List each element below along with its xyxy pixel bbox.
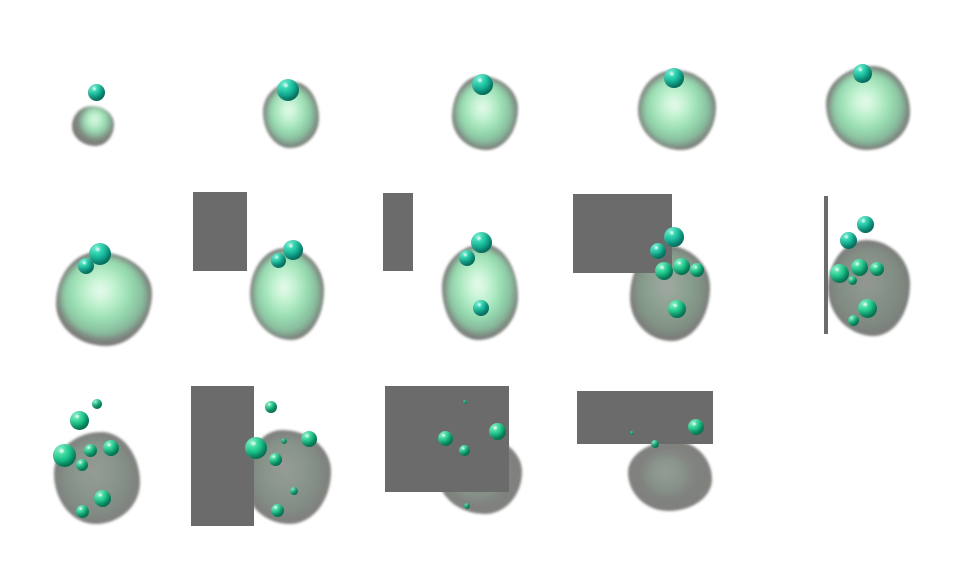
fluorescence-glow xyxy=(446,248,516,334)
budding-cell-sphere xyxy=(271,504,284,517)
budding-cell-sphere xyxy=(76,459,88,471)
fluorescence-glow xyxy=(253,252,321,336)
budding-cell-sphere xyxy=(870,262,884,276)
fluorescence-glow xyxy=(60,256,148,338)
budding-cell-sphere xyxy=(630,431,634,435)
budding-cell-sphere xyxy=(92,399,102,409)
budding-cell-sphere xyxy=(464,503,470,509)
budding-cell-sphere xyxy=(78,258,94,274)
aggregate-silhouette xyxy=(628,441,712,511)
budding-cell-sphere xyxy=(265,401,277,413)
budding-cell-sphere xyxy=(664,227,684,247)
budding-cell-sphere xyxy=(830,264,849,283)
budding-cell-sphere xyxy=(673,258,690,275)
budding-cell-sphere xyxy=(76,505,89,518)
budding-cell-sphere xyxy=(858,299,877,318)
budding-cell-sphere xyxy=(664,68,684,88)
budding-cell-sphere xyxy=(840,232,857,249)
budding-cell-sphere xyxy=(851,259,868,276)
occluder-rectangle xyxy=(577,391,713,444)
occluder-rectangle xyxy=(383,193,413,271)
budding-cell-sphere xyxy=(471,232,492,253)
budding-cell-sphere xyxy=(283,240,303,260)
budding-cell-sphere xyxy=(89,243,111,265)
budding-cell-sphere xyxy=(245,437,267,459)
budding-cell-sphere xyxy=(690,263,704,277)
budding-cell-sphere xyxy=(473,300,489,316)
budding-cell-sphere xyxy=(438,431,453,446)
occluder-bar xyxy=(824,196,828,334)
budding-cell-sphere xyxy=(463,400,467,404)
budding-cell-sphere xyxy=(84,444,97,457)
budding-cell-sphere xyxy=(650,243,666,259)
fluorescence-glow xyxy=(80,106,112,138)
budding-cell-sphere xyxy=(103,440,119,456)
budding-cell-sphere xyxy=(848,276,857,285)
budding-cell-sphere xyxy=(857,216,874,233)
budding-cell-sphere xyxy=(459,250,475,266)
occluder-rectangle xyxy=(573,194,672,273)
budding-cell-sphere xyxy=(489,423,506,440)
budding-cell-sphere xyxy=(668,300,686,318)
occluder-rectangle xyxy=(191,386,254,526)
budding-cell-sphere xyxy=(290,487,298,495)
budding-cell-sphere xyxy=(269,453,282,466)
budding-cell-sphere xyxy=(70,411,89,430)
budding-cell-sphere xyxy=(848,315,859,326)
budding-cell-sphere xyxy=(277,79,299,101)
budding-cell-sphere xyxy=(88,84,105,101)
budding-cell-sphere xyxy=(281,438,287,444)
budding-cell-sphere xyxy=(94,490,111,507)
fluorescence-glow xyxy=(830,70,906,146)
budding-cell-sphere xyxy=(472,74,493,95)
budding-cell-sphere xyxy=(53,444,76,467)
occluder-rectangle xyxy=(193,192,247,271)
budding-cell-sphere xyxy=(688,419,704,435)
fluorescence-glow xyxy=(645,455,689,495)
budding-cell-sphere xyxy=(651,440,659,448)
budding-cell-sphere xyxy=(853,64,872,83)
budding-cell-sphere xyxy=(271,253,286,268)
budding-cell-sphere xyxy=(459,445,470,456)
aggregate-silhouette xyxy=(828,240,910,336)
budding-cell-sphere xyxy=(301,431,317,447)
budding-cell-sphere xyxy=(655,262,673,280)
